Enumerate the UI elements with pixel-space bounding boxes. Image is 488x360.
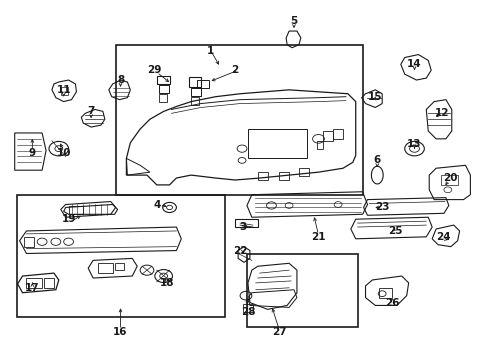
Bar	[159, 94, 166, 102]
Bar	[159, 85, 168, 93]
Bar	[298, 168, 308, 176]
Bar	[197, 80, 208, 88]
Text: 12: 12	[434, 108, 448, 118]
Text: 23: 23	[374, 202, 388, 212]
Text: 25: 25	[387, 226, 401, 236]
Bar	[246, 253, 357, 327]
Text: 22: 22	[232, 246, 247, 256]
Text: 10: 10	[56, 148, 71, 158]
Bar	[115, 45, 362, 195]
Text: 3: 3	[239, 222, 246, 232]
Text: 9: 9	[29, 148, 36, 158]
Text: 13: 13	[407, 139, 421, 149]
Text: 8: 8	[117, 75, 124, 85]
Text: 15: 15	[367, 92, 382, 102]
Bar	[235, 219, 257, 227]
Text: 28: 28	[240, 307, 255, 317]
Bar	[243, 305, 252, 312]
Bar	[68, 207, 83, 214]
Bar	[332, 129, 342, 139]
Text: 26: 26	[384, 297, 398, 307]
Bar	[316, 141, 323, 149]
Text: 11: 11	[56, 85, 71, 95]
Text: 6: 6	[373, 156, 380, 165]
Bar	[323, 131, 332, 141]
Text: 7: 7	[87, 107, 95, 116]
Bar	[24, 237, 34, 247]
Text: 4: 4	[153, 199, 160, 210]
Text: 2: 2	[231, 65, 238, 75]
Text: 1: 1	[206, 46, 214, 56]
Text: 5: 5	[290, 16, 297, 26]
Bar	[247, 129, 306, 158]
Text: 16: 16	[113, 327, 127, 337]
Bar	[279, 172, 288, 180]
Bar	[379, 288, 391, 298]
Text: 17: 17	[25, 283, 40, 293]
Bar	[157, 76, 169, 84]
Bar	[189, 77, 201, 87]
Bar	[114, 263, 124, 270]
Text: 29: 29	[146, 65, 161, 75]
Text: 14: 14	[407, 59, 421, 69]
Text: 20: 20	[443, 173, 457, 183]
Bar	[257, 172, 267, 180]
Text: 21: 21	[310, 232, 325, 242]
Bar	[61, 87, 67, 95]
Bar	[98, 263, 112, 273]
Bar	[191, 88, 201, 96]
Text: 24: 24	[436, 232, 450, 242]
Text: 19: 19	[61, 214, 76, 224]
Text: 18: 18	[159, 278, 174, 288]
Bar	[440, 175, 457, 185]
Bar	[26, 278, 42, 288]
Bar	[191, 97, 199, 104]
Bar	[17, 195, 225, 317]
Text: 27: 27	[271, 327, 286, 337]
Bar	[44, 278, 54, 288]
